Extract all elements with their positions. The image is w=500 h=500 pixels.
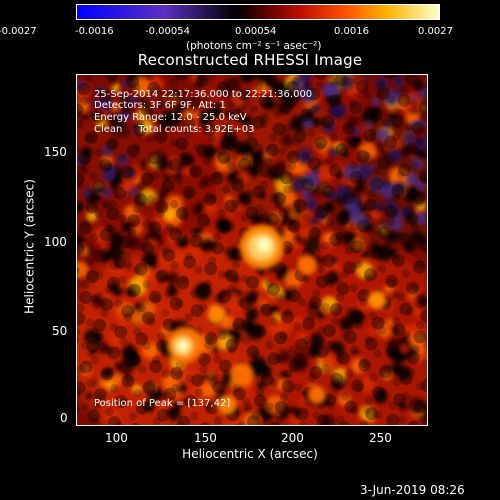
time-range-text: 25-Sep-2014 22:17:36.000 to 22:21:36.000	[94, 89, 313, 100]
y-tick-label: 150	[44, 145, 67, 159]
y-axis-label: Heliocentric Y (arcsec)	[22, 179, 37, 314]
y-tick-label: 0	[60, 411, 68, 425]
colorbar-units: (photons cm⁻² s⁻¹ asec⁻²)	[186, 40, 322, 52]
method-counts-text: Clean Total counts: 3.92E+03	[94, 124, 255, 135]
heatmap-layer	[77, 75, 427, 425]
y-tick-label: 50	[52, 324, 68, 338]
timestamp: 3-Jun-2019 08:26	[360, 483, 465, 497]
colorbar-tick: 0.0027	[418, 26, 453, 37]
rhessi-image-svg	[77, 75, 427, 425]
x-tick-label: 150	[194, 431, 217, 445]
y-tick-label: 100	[44, 235, 67, 249]
colorbar-tick: -0.0016	[75, 26, 114, 37]
colorbar-tick: 0.0016	[334, 26, 369, 37]
x-tick-label: 100	[105, 431, 128, 445]
peak-position-text: Position of Peak = [137,42]	[94, 398, 231, 409]
colorbar	[76, 4, 440, 20]
image-title: Reconstructed RHESSI Image	[137, 51, 363, 69]
rhessi-image	[76, 74, 428, 426]
x-axis-label: Heliocentric X (arcsec)	[182, 447, 318, 461]
x-tick-label: 250	[369, 431, 392, 445]
x-tick-label: 200	[281, 431, 304, 445]
colorbar-tick: -0.00054	[145, 26, 190, 37]
colorbar-tick: 0.00054	[235, 26, 277, 37]
energy-range-text: Energy Range: 12.0 - 25.0 keV	[94, 112, 247, 123]
detectors-text: Detectors: 3F 6F 9F, Att: 1	[94, 100, 226, 111]
colorbar-tick: -0.0027	[0, 26, 37, 37]
